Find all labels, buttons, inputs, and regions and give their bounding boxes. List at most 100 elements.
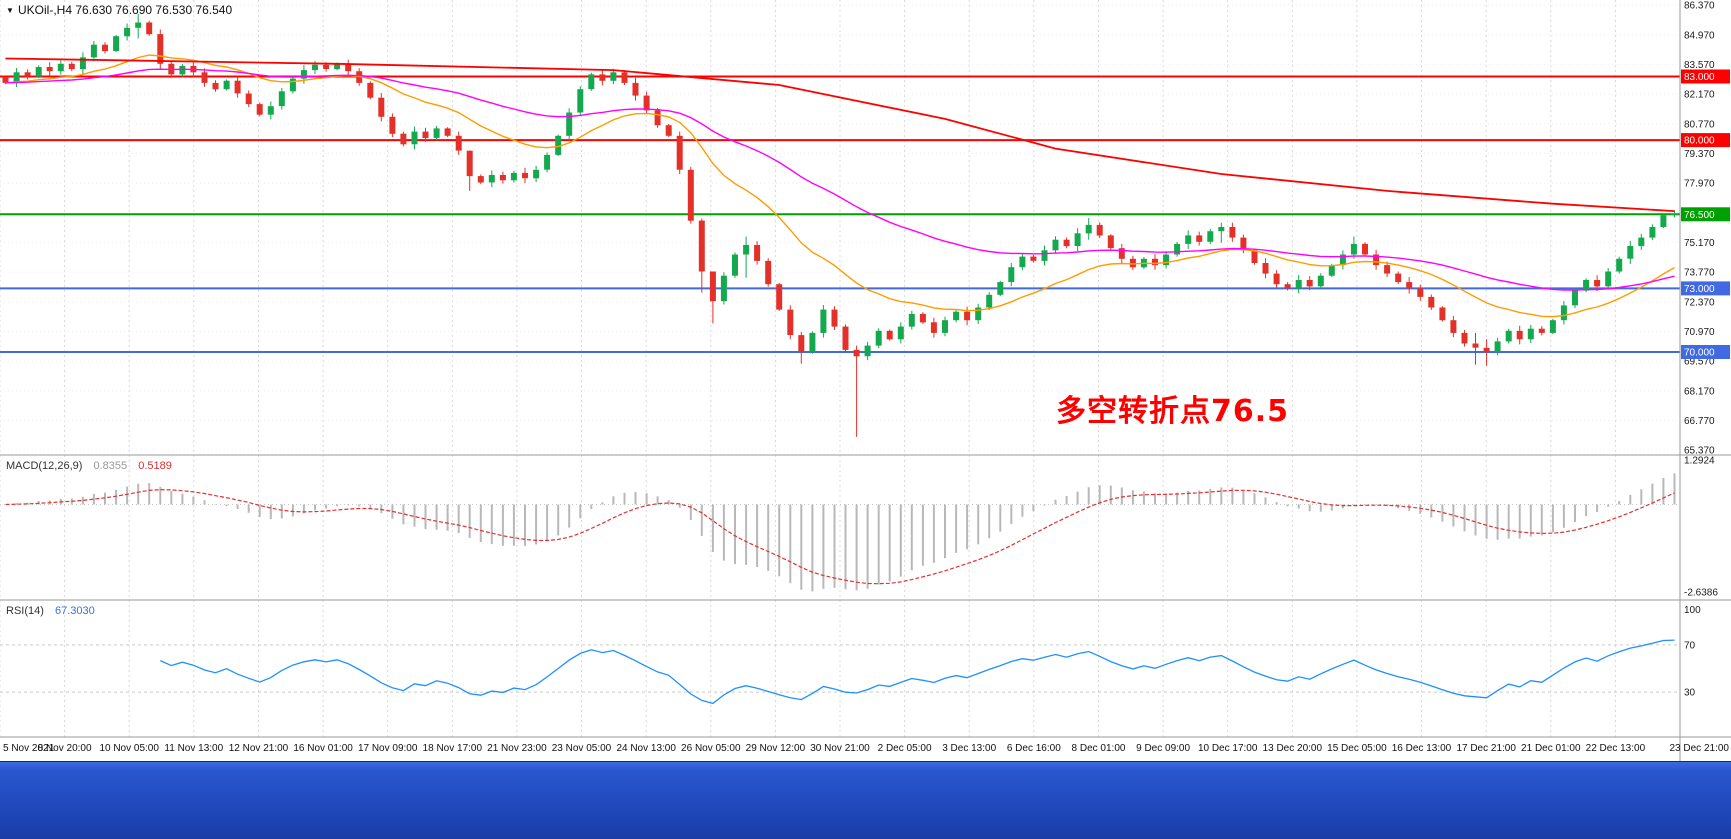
annotation-text: 多空转折点76.5 [1056, 394, 1290, 429]
candle [654, 107, 661, 128]
candle [875, 328, 882, 349]
candle [765, 258, 772, 287]
svg-text:13 Dec 20:00: 13 Dec 20:00 [1263, 743, 1323, 754]
svg-text:82.170: 82.170 [1684, 90, 1715, 101]
svg-text:30: 30 [1684, 688, 1696, 699]
candle [1350, 236, 1357, 259]
candle [610, 68, 617, 85]
svg-text:17 Nov 09:00: 17 Nov 09:00 [358, 743, 418, 754]
candle [1284, 282, 1291, 291]
fast-ma [5, 54, 1675, 318]
svg-text:30 Nov 21:00: 30 Nov 21:00 [810, 743, 870, 754]
macd-indicator [0, 473, 1680, 592]
svg-text:9 Dec 09:00: 9 Dec 09:00 [1136, 743, 1190, 754]
svg-text:1.2924: 1.2924 [1684, 455, 1715, 466]
svg-text:18 Nov 17:00: 18 Nov 17:00 [423, 743, 483, 754]
candle [289, 76, 296, 94]
candle [1107, 234, 1114, 250]
candle [1118, 243, 1125, 263]
svg-text:70.970: 70.970 [1684, 327, 1715, 338]
candle [378, 93, 385, 122]
candle [13, 68, 20, 88]
candle [853, 345, 860, 437]
taskbar[interactable] [0, 761, 1731, 839]
candle [1384, 261, 1391, 277]
candle [345, 59, 352, 76]
candle [1483, 339, 1490, 366]
svg-text:100: 100 [1684, 605, 1701, 616]
candle [1505, 328, 1512, 344]
svg-text:8 Nov 20:00: 8 Nov 20:00 [38, 743, 92, 754]
candle [146, 20, 153, 36]
candle [124, 23, 131, 41]
candle [1207, 228, 1214, 245]
candle [1030, 254, 1037, 263]
svg-text:-2.6386: -2.6386 [1684, 588, 1718, 599]
symbol-dropdown-icon: ▼ [6, 6, 14, 15]
candle [1196, 231, 1203, 246]
candle [1074, 228, 1081, 252]
svg-text:69.570: 69.570 [1684, 357, 1715, 368]
candle [400, 131, 407, 147]
candle [1538, 326, 1545, 336]
rsi-indicator [0, 639, 1680, 705]
candle [1560, 301, 1567, 325]
candle [1019, 253, 1026, 271]
chart-canvas[interactable]: 86.370 84.970 83.570 82.170 80.770 79.370 77.9… [0, 0, 1731, 761]
candle [113, 35, 120, 53]
macd-signal-value: 0.5189 [138, 460, 172, 472]
candle [1395, 271, 1402, 285]
svg-text:8 Dec 01:00: 8 Dec 01:00 [1072, 743, 1126, 754]
candle [842, 324, 849, 352]
price-axis[interactable]: 86.370 84.970 83.570 82.170 80.770 79.370 77.9… [1679, 0, 1730, 761]
svg-text:83.000: 83.000 [1684, 72, 1715, 83]
candle [135, 14, 142, 39]
candle [201, 68, 208, 87]
svg-text:73.000: 73.000 [1684, 284, 1715, 295]
candle [444, 127, 451, 138]
candle [389, 113, 396, 138]
svg-text:29 Nov 12:00: 29 Nov 12:00 [746, 743, 806, 754]
candle [897, 322, 904, 344]
candle [1649, 224, 1656, 241]
svg-text:73.770: 73.770 [1684, 268, 1715, 279]
svg-text:65.370: 65.370 [1684, 446, 1715, 457]
svg-text:68.170: 68.170 [1684, 386, 1715, 397]
candle [1185, 230, 1192, 249]
candle [1317, 273, 1324, 289]
candle [776, 282, 783, 311]
svg-text:22 Dec 13:00: 22 Dec 13:00 [1586, 743, 1646, 754]
candle [754, 241, 761, 265]
candle [566, 108, 573, 141]
candle [1218, 222, 1225, 243]
svg-text:70: 70 [1684, 640, 1696, 651]
candle [1063, 237, 1070, 249]
candle [1527, 324, 1534, 344]
candle [1273, 270, 1280, 288]
candle [864, 341, 871, 361]
svg-text:6 Dec 16:00: 6 Dec 16:00 [1007, 743, 1061, 754]
svg-text:76.500: 76.500 [1684, 210, 1715, 221]
svg-text:12 Nov 21:00: 12 Nov 21:00 [229, 743, 289, 754]
chart-grid [0, 0, 1681, 737]
candle [787, 305, 794, 340]
macd-main-value: 0.8355 [93, 460, 127, 472]
candle [820, 305, 827, 338]
pane-separators [0, 454, 1731, 738]
candle [709, 271, 716, 324]
svg-text:79.370: 79.370 [1684, 149, 1715, 160]
candle [698, 218, 705, 293]
candle [1129, 255, 1136, 271]
candle [1152, 254, 1158, 270]
candle [422, 127, 429, 142]
candle [223, 79, 230, 91]
candle [256, 102, 263, 117]
candle [455, 131, 462, 155]
candle [687, 166, 694, 224]
candle [964, 306, 971, 326]
candle [831, 306, 838, 330]
candle [975, 303, 982, 324]
candle [24, 69, 31, 80]
